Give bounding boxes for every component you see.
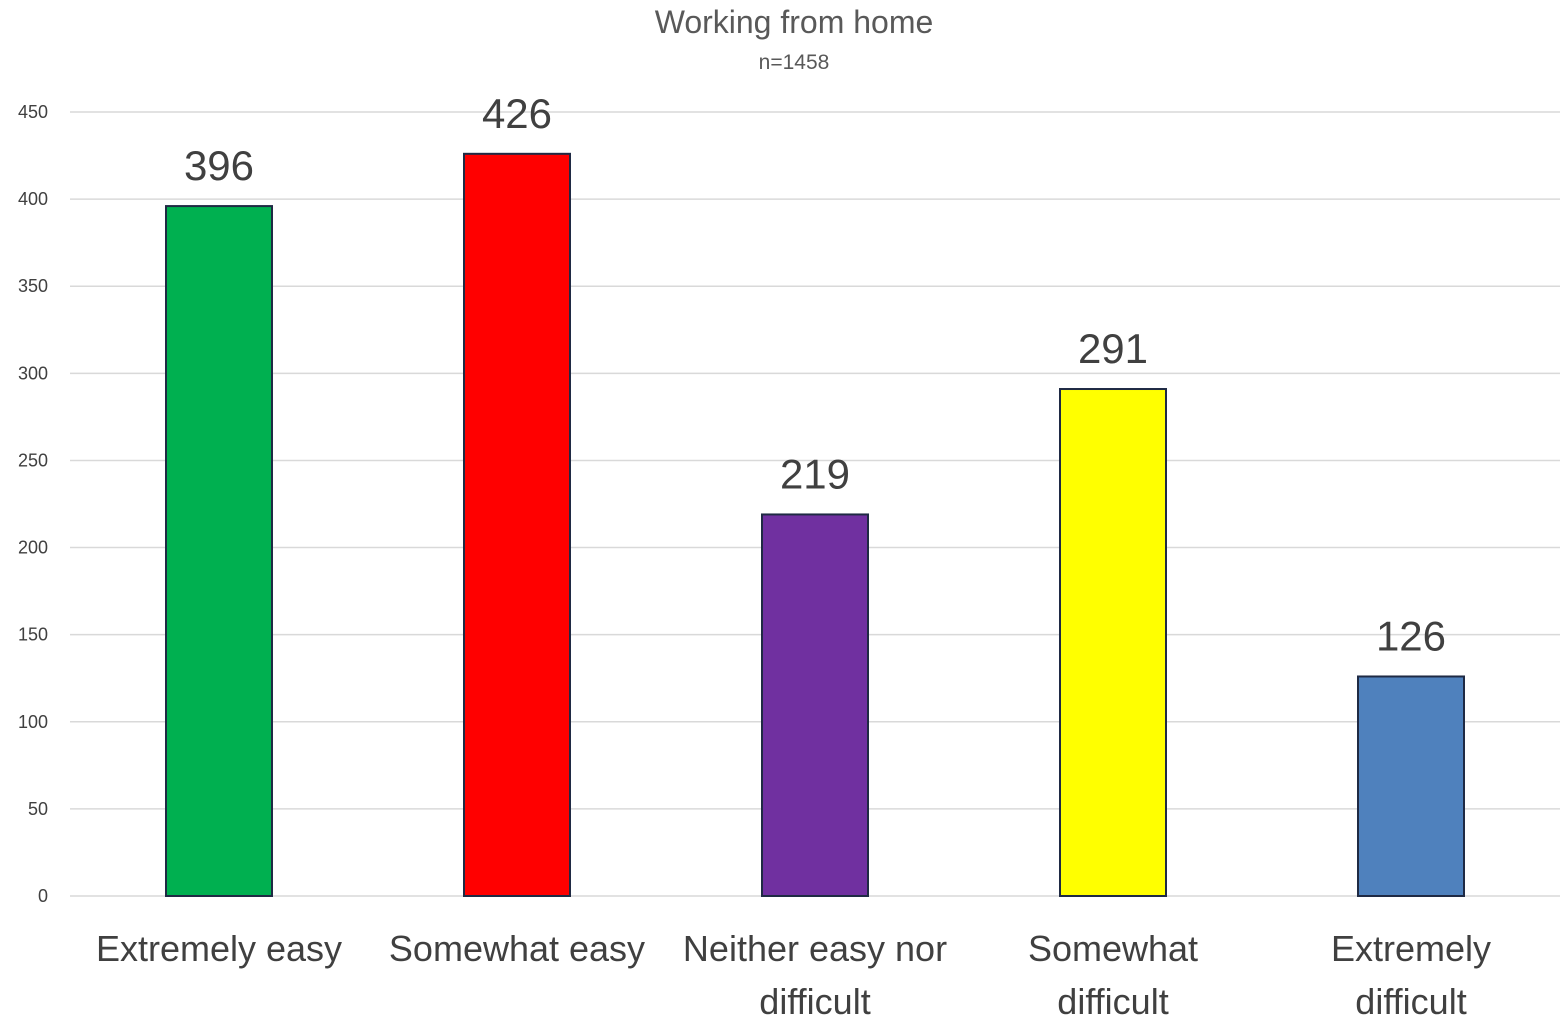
x-tick-label-line: difficult: [1355, 981, 1466, 1020]
bar: [165, 205, 273, 897]
data-label: 219: [780, 450, 850, 497]
x-tick-label-line: difficult: [759, 981, 870, 1020]
chart-title: Working from home: [655, 4, 934, 40]
bars: [165, 152, 1465, 897]
x-axis: Extremely easy Somewhat easy Neither easy …: [96, 928, 1491, 1020]
bar: [1357, 675, 1465, 897]
x-tick-label: Somewhat difficult: [1028, 928, 1198, 1020]
x-tick-label: Somewhat easy: [389, 928, 645, 969]
x-tick-label-line: Neither easy nor: [683, 928, 947, 969]
y-tick-label: 100: [18, 712, 48, 732]
bar: [463, 152, 571, 897]
data-label: 396: [184, 142, 254, 189]
data-label: 291: [1078, 325, 1148, 372]
bar: [761, 513, 869, 897]
bar: [1059, 388, 1167, 897]
y-tick-label: 0: [38, 886, 48, 906]
x-tick-label-line: Extremely easy: [96, 928, 342, 969]
x-tick-label: Extremely easy: [96, 928, 342, 969]
data-label: 126: [1376, 612, 1446, 659]
x-tick-label-line: Somewhat easy: [389, 928, 645, 969]
x-tick-label-line: Somewhat: [1028, 928, 1198, 969]
y-tick-label: 50: [28, 799, 48, 819]
data-label: 426: [482, 90, 552, 137]
y-tick-label: 450: [18, 102, 48, 122]
data-labels: 396 426 219 291 126: [184, 90, 1446, 660]
x-tick-label: Extremely difficult: [1331, 928, 1491, 1020]
chart-subtitle: n=1458: [759, 51, 830, 74]
y-tick-label: 200: [18, 538, 48, 558]
y-tick-label: 350: [18, 276, 48, 296]
y-axis: 0 50 100 150 200 250 300 350 400 450: [18, 102, 48, 906]
x-tick-label-line: Extremely: [1331, 928, 1491, 969]
y-tick-label: 400: [18, 189, 48, 209]
y-tick-label: 150: [18, 625, 48, 645]
x-tick-label-line: difficult: [1057, 981, 1168, 1020]
x-tick-label: Neither easy nor difficult: [683, 928, 947, 1020]
y-tick-label: 300: [18, 363, 48, 383]
y-tick-label: 250: [18, 450, 48, 470]
